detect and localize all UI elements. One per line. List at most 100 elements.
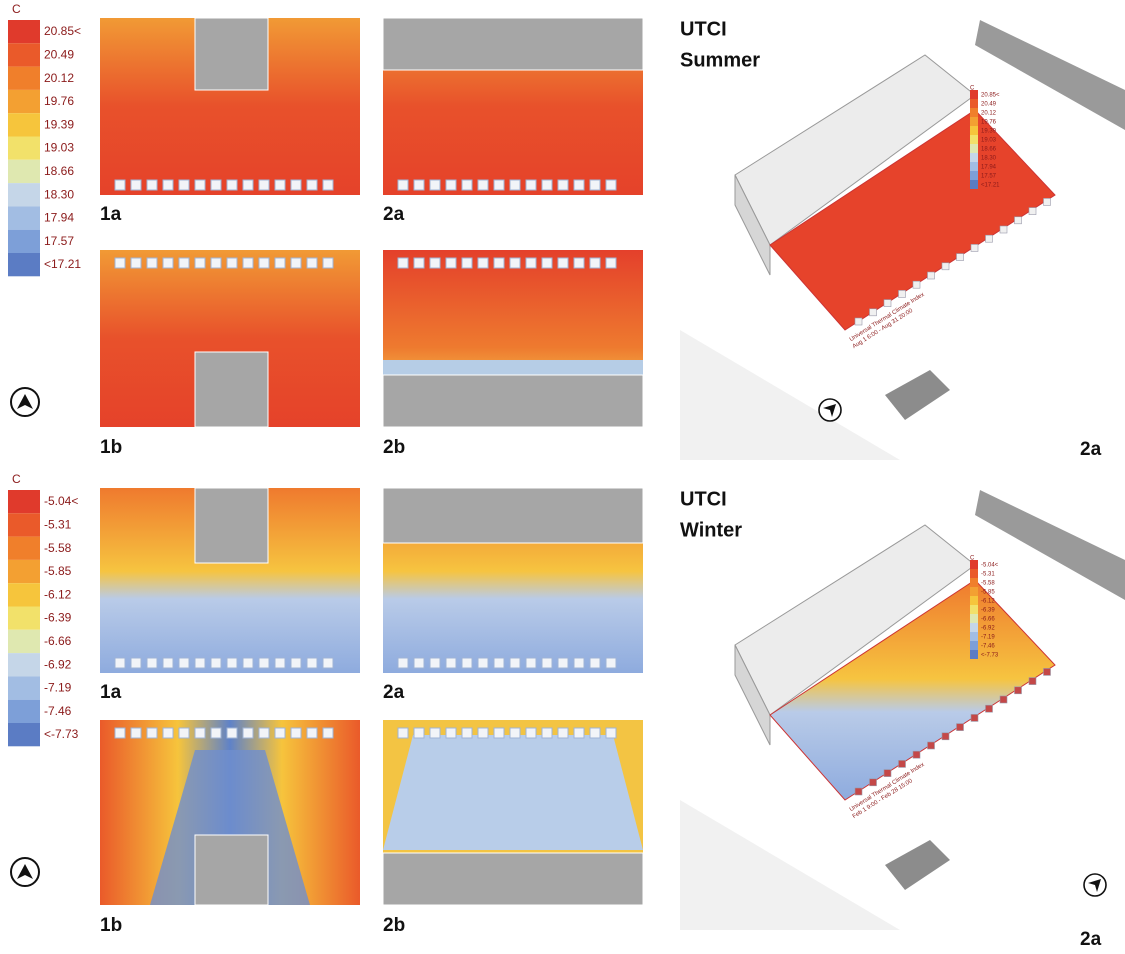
window <box>446 728 456 738</box>
legend-label: 19.76 <box>44 94 74 108</box>
mini-legend-swatch <box>970 99 978 108</box>
window <box>590 658 600 668</box>
heatmap-zone <box>383 735 643 850</box>
window <box>323 258 333 268</box>
legend-swatch <box>8 490 40 513</box>
building <box>383 375 643 427</box>
window <box>478 180 488 190</box>
window <box>606 258 616 268</box>
window <box>510 258 520 268</box>
window <box>462 258 472 268</box>
window <box>462 728 472 738</box>
window <box>542 180 552 190</box>
mini-legend-label: -7.19 <box>981 635 995 641</box>
window <box>494 180 504 190</box>
window <box>147 258 157 268</box>
window <box>446 258 456 268</box>
window <box>510 728 520 738</box>
window <box>574 658 584 668</box>
window <box>259 658 269 668</box>
window-3d <box>1015 687 1022 694</box>
legend-swatch <box>8 183 40 206</box>
window <box>478 258 488 268</box>
window <box>526 258 536 268</box>
window <box>163 728 173 738</box>
mini-legend-swatch <box>970 560 978 569</box>
heatmap-panel: 2a <box>383 18 643 225</box>
mini-legend-label: <-7.73 <box>981 653 999 659</box>
mini-legend-swatch <box>970 596 978 605</box>
window <box>574 258 584 268</box>
legend-swatch <box>8 67 40 90</box>
mini-legend-swatch <box>970 135 978 144</box>
legend-label: -6.92 <box>44 657 72 671</box>
window <box>558 658 568 668</box>
window <box>446 180 456 190</box>
window <box>478 658 488 668</box>
window <box>606 728 616 738</box>
legend-label: 19.39 <box>44 117 74 131</box>
window <box>526 658 536 668</box>
view-title: UTCI <box>680 488 727 510</box>
mini-legend-swatch <box>970 171 978 180</box>
window <box>323 658 333 668</box>
window-3d <box>913 751 920 758</box>
window-3d <box>986 235 993 242</box>
window <box>574 728 584 738</box>
heatmap-panel: 2a <box>383 488 643 703</box>
window <box>147 180 157 190</box>
mini-legend-label: <17.21 <box>981 183 1000 189</box>
window <box>259 180 269 190</box>
window <box>462 658 472 668</box>
mini-legend-label: -5.04< <box>981 563 999 569</box>
mini-legend-label: 20.49 <box>981 102 997 108</box>
window <box>542 258 552 268</box>
window <box>211 258 221 268</box>
window <box>558 728 568 738</box>
window <box>462 180 472 190</box>
window <box>195 658 205 668</box>
window <box>179 658 189 668</box>
legend-label: <-7.73 <box>44 727 79 741</box>
mini-legend-label: 20.85< <box>981 93 1000 99</box>
legend-swatch <box>8 253 40 276</box>
mini-legend-label: -6.92 <box>981 626 995 632</box>
window <box>398 258 408 268</box>
legend-label: -7.46 <box>44 704 72 718</box>
legend-swatch <box>8 723 40 746</box>
window <box>275 728 285 738</box>
heatmap-panel: 1b <box>100 250 360 458</box>
window <box>542 658 552 668</box>
legend-unit: C <box>12 472 21 486</box>
window <box>131 258 141 268</box>
mini-legend-swatch <box>970 108 978 117</box>
window-3d <box>870 779 877 786</box>
window <box>243 258 253 268</box>
window <box>558 180 568 190</box>
window-3d <box>1044 668 1051 675</box>
window-3d <box>913 281 920 288</box>
window <box>275 658 285 668</box>
window-3d <box>986 705 993 712</box>
window <box>307 728 317 738</box>
window <box>227 180 237 190</box>
window <box>195 728 205 738</box>
building <box>195 835 268 905</box>
legend-label: -6.66 <box>44 634 72 648</box>
wall <box>885 370 950 420</box>
window <box>510 180 520 190</box>
window-3d <box>1000 226 1007 233</box>
window <box>179 258 189 268</box>
building <box>383 488 643 543</box>
legend-swatch <box>8 583 40 606</box>
window <box>510 658 520 668</box>
legend-swatch <box>8 630 40 653</box>
window <box>147 658 157 668</box>
mini-legend-swatch <box>970 578 978 587</box>
mini-legend-label: 19.39 <box>981 129 997 135</box>
legend-label: -5.58 <box>44 541 72 555</box>
legend-label: 18.30 <box>44 187 74 201</box>
panel-label: 1b <box>100 915 122 936</box>
window-3d <box>1000 696 1007 703</box>
window <box>163 658 173 668</box>
